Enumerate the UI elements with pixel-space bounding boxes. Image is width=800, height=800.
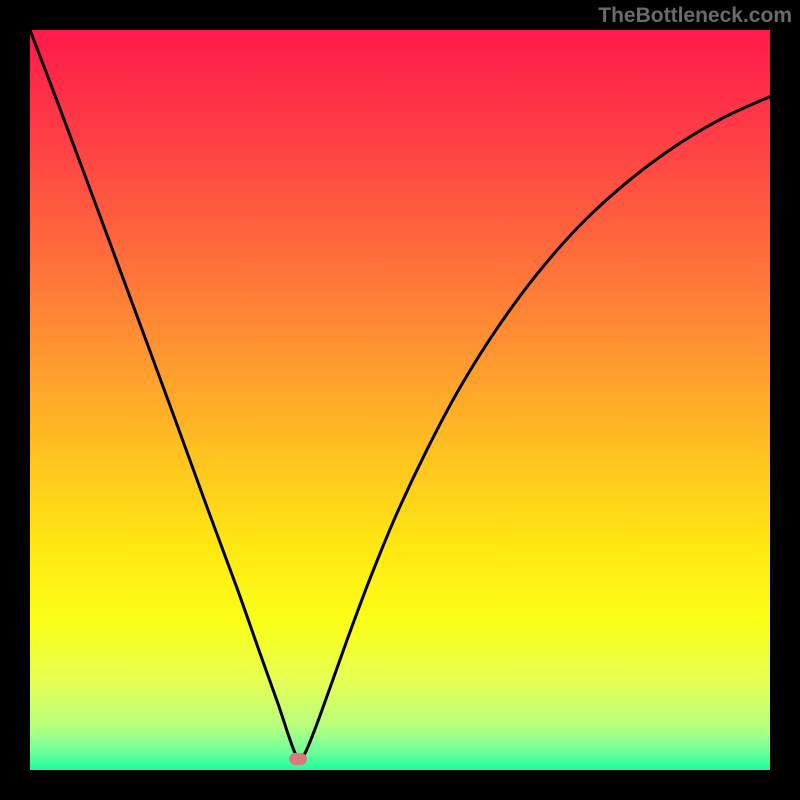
optimum-marker [289,753,307,765]
curve-plot [30,30,770,770]
watermark-text: TheBottleneck.com [598,4,792,28]
plot-area [30,30,770,770]
bottleneck-curve [30,30,770,758]
